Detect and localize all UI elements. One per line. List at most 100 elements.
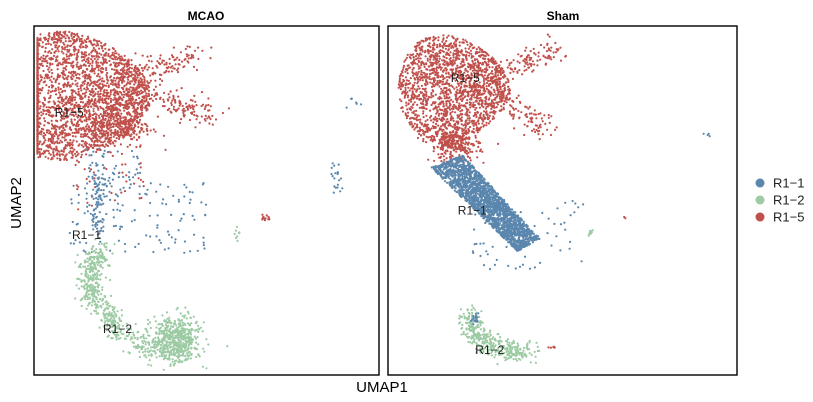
- scatter-point: [62, 61, 65, 64]
- scatter-point: [170, 349, 173, 352]
- scatter-point: [100, 129, 103, 132]
- scatter-point: [89, 277, 92, 280]
- scatter-point: [36, 97, 39, 100]
- scatter-point: [92, 150, 95, 153]
- scatter-point: [110, 131, 113, 134]
- scatter-point: [95, 105, 98, 108]
- scatter-point: [113, 167, 116, 170]
- scatter-point: [124, 125, 127, 128]
- scatter-point: [177, 348, 180, 351]
- scatter-point: [125, 100, 128, 103]
- scatter-point: [129, 101, 133, 105]
- scatter-point: [64, 138, 67, 141]
- scatter-point: [39, 153, 42, 156]
- scatter-point: [148, 321, 152, 324]
- scatter-point: [84, 130, 87, 133]
- scatter-point: [87, 100, 90, 103]
- scatter-point: [112, 93, 115, 96]
- scatter-point: [94, 87, 97, 91]
- scatter-point: [38, 151, 41, 154]
- scatter-point: [78, 94, 81, 97]
- scatter-point: [83, 187, 87, 190]
- scatter-point: [75, 76, 78, 79]
- scatter-point: [129, 93, 133, 96]
- scatter-point: [488, 66, 491, 69]
- scatter-point: [100, 41, 103, 45]
- scatter-point: [186, 354, 189, 357]
- scatter-point: [76, 253, 79, 257]
- scatter-point: [155, 97, 158, 101]
- scatter-point: [138, 350, 141, 353]
- scatter-point: [90, 105, 93, 108]
- scatter-point: [95, 201, 98, 204]
- scatter-point: [420, 61, 423, 64]
- scatter-point: [196, 336, 199, 339]
- scatter-point: [76, 222, 79, 225]
- scatter-point: [96, 74, 99, 78]
- scatter-point: [95, 197, 98, 200]
- scatter-point: [172, 351, 175, 354]
- scatter-point: [114, 224, 117, 227]
- scatter-point: [116, 130, 119, 133]
- scatter-point: [36, 38, 39, 42]
- scatter-point: [65, 53, 68, 56]
- scatter-point: [426, 57, 429, 60]
- scatter-point: [105, 84, 108, 87]
- scatter-point: [195, 118, 198, 121]
- scatter-point: [85, 292, 88, 295]
- scatter-point: [59, 74, 62, 77]
- scatter-point: [82, 265, 85, 268]
- scatter-point: [36, 95, 39, 98]
- scatter-point: [116, 133, 119, 136]
- scatter-point: [92, 143, 96, 146]
- scatter-point: [91, 161, 94, 164]
- scatter-point: [52, 151, 55, 154]
- scatter-point: [93, 57, 96, 61]
- scatter-point: [433, 70, 437, 74]
- scatter-point: [70, 156, 73, 159]
- scatter-point: [166, 230, 170, 233]
- scatter-point: [36, 104, 39, 108]
- scatter-point: [68, 57, 71, 60]
- scatter-point: [151, 99, 154, 102]
- scatter-point: [145, 92, 148, 95]
- scatter-point: [119, 188, 122, 191]
- scatter-point: [70, 198, 73, 201]
- scatter-point: [117, 176, 120, 179]
- scatter-point: [119, 133, 122, 137]
- scatter-point: [134, 125, 137, 128]
- scatter-point: [128, 143, 132, 146]
- scatter-point: [96, 291, 99, 294]
- scatter-point: [86, 74, 89, 77]
- scatter-point: [63, 82, 66, 85]
- scatter-point: [70, 64, 73, 67]
- scatter-point: [181, 360, 184, 363]
- scatter-point: [118, 228, 122, 231]
- scatter-point: [109, 294, 113, 297]
- scatter-point: [136, 336, 139, 340]
- scatter-point: [71, 99, 74, 103]
- scatter-point: [190, 328, 193, 332]
- scatter-point: [48, 132, 51, 135]
- scatter-point: [103, 309, 106, 312]
- scatter-point: [148, 359, 151, 362]
- scatter-point: [82, 145, 85, 148]
- scatter-point: [107, 107, 110, 110]
- scatter-point: [53, 142, 56, 145]
- scatter-point: [140, 98, 144, 102]
- scatter-point: [76, 159, 79, 162]
- scatter-point: [60, 99, 64, 102]
- scatter-point: [153, 343, 157, 346]
- scatter-point: [147, 318, 150, 321]
- scatter-point: [133, 80, 136, 83]
- scatter-point: [55, 133, 58, 136]
- scatter-point: [111, 319, 114, 322]
- panel-sham-points: [397, 33, 711, 366]
- scatter-point: [142, 83, 145, 87]
- scatter-point: [82, 150, 85, 153]
- scatter-point: [85, 111, 88, 114]
- scatter-point: [69, 72, 72, 75]
- scatter-point: [123, 104, 126, 107]
- scatter-point: [121, 163, 124, 166]
- scatter-point: [91, 64, 94, 67]
